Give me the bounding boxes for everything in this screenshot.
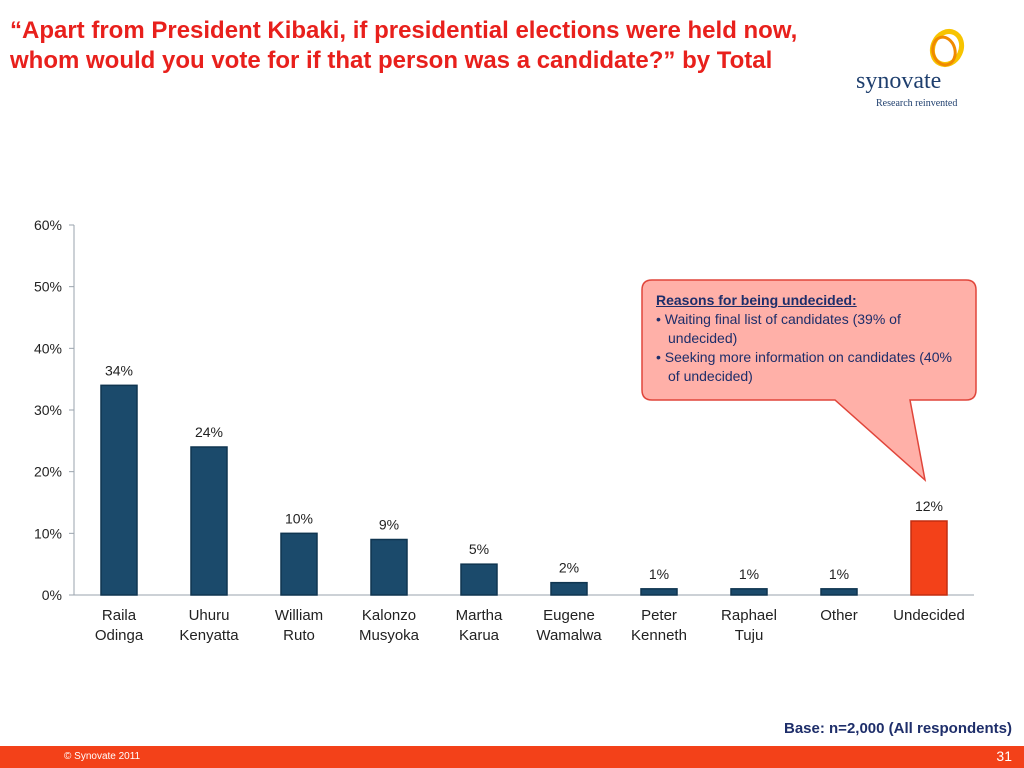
y-tick-label: 0% <box>42 587 62 603</box>
y-tick-label: 50% <box>34 279 62 295</box>
bar-value-label: 1% <box>829 566 849 582</box>
bars <box>100 384 948 596</box>
x-category-label: Martha <box>456 607 503 624</box>
y-tick-label: 10% <box>34 525 62 541</box>
bar <box>820 588 858 596</box>
page-number: 31 <box>996 748 1012 764</box>
bar <box>370 538 408 596</box>
callout-bullet-1: • Waiting final list of candidates (39% … <box>656 311 901 346</box>
bar-value-label: 10% <box>285 510 313 526</box>
callout-shape <box>641 279 977 483</box>
x-category-label: Undecided <box>893 607 965 624</box>
x-category-label: Peter <box>641 607 677 624</box>
y-tick-label: 20% <box>34 464 62 480</box>
logo-wordmark: synovate <box>856 68 942 94</box>
x-category-label: Eugene <box>543 607 595 624</box>
x-category-label: Uhuru <box>189 607 230 624</box>
callout-heading: Reasons for being undecided: <box>656 292 857 308</box>
y-tick-label: 30% <box>34 402 62 418</box>
x-category-label: Wamalwa <box>536 627 602 644</box>
bar <box>190 446 228 596</box>
bar <box>910 520 948 596</box>
callout-text: Reasons for being undecided: • Waiting f… <box>656 291 956 386</box>
x-category-label: Ruto <box>283 627 315 644</box>
logo-tagline: Research reinvented <box>876 98 958 109</box>
x-category-label: William <box>275 607 323 624</box>
base-note: Base: n=2,000 (All respondents) <box>784 720 1012 737</box>
x-category-label: Karua <box>459 627 500 644</box>
x-category-label: Tuju <box>735 627 764 644</box>
bar-chart: 0% 10% 20% 30% 40% 50% 60% 34% 24% 10% 9% 5% 2% 1% 1%… <box>34 217 974 644</box>
x-category-label: Other <box>820 607 858 624</box>
logo-rings-icon <box>929 28 965 68</box>
x-category-label: Kenneth <box>631 627 687 644</box>
footer-bar: © Synovate 2011 31 <box>0 746 1024 768</box>
bar-value-label: 1% <box>649 566 669 582</box>
bar <box>640 588 678 596</box>
x-category-label: Odinga <box>95 627 144 644</box>
x-category-label: Kenyatta <box>179 627 239 644</box>
x-category-label: Musyoka <box>359 627 420 644</box>
x-category-label: Kalonzo <box>362 607 416 624</box>
data-labels: 34% 24% 10% 9% 5% 2% 1% 1% 1% 12% <box>105 362 943 582</box>
callout-bullet-2: • Seeking more information on candidates… <box>656 349 952 384</box>
bar-value-label: 12% <box>915 498 943 514</box>
bar-value-label: 9% <box>379 517 399 533</box>
y-tick-label: 40% <box>34 340 62 356</box>
bar-value-label: 24% <box>195 424 223 440</box>
slide-title: “Apart from President Kibaki, if preside… <box>10 17 798 74</box>
bar-value-label: 1% <box>739 566 759 582</box>
copyright: © Synovate 2011 <box>64 751 141 762</box>
x-category-label: Raphael <box>721 607 777 624</box>
bar <box>100 384 138 596</box>
bar <box>280 532 318 596</box>
bar-value-label: 2% <box>559 560 579 576</box>
bar <box>550 581 588 596</box>
y-tick-label: 60% <box>34 217 62 233</box>
bar-value-label: 5% <box>469 541 489 557</box>
bar-value-label: 34% <box>105 362 133 378</box>
synovate-logo: synovate Research reinvented <box>850 28 980 118</box>
bar <box>730 588 768 596</box>
bar <box>460 563 498 596</box>
x-category-label: Raila <box>102 607 137 624</box>
x-axis-labels: Raila Odinga Uhuru Kenyatta William Ruto Kalon… <box>95 607 965 644</box>
